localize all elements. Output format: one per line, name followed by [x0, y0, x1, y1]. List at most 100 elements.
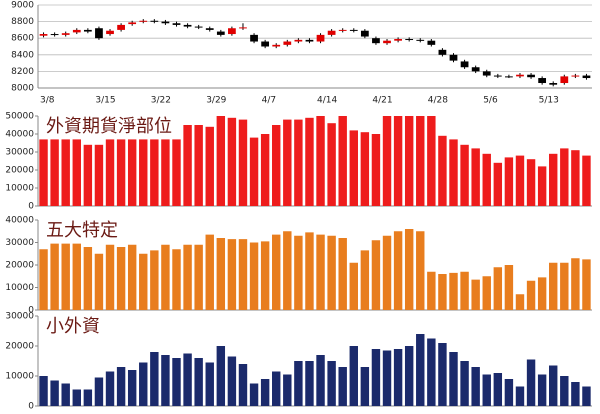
bar: [560, 262, 569, 310]
candle-body: [538, 78, 547, 84]
bar: [272, 371, 281, 406]
bar: [61, 139, 70, 206]
bar: [360, 367, 370, 406]
candle-body: [560, 76, 569, 84]
candle-body: [139, 20, 148, 22]
candle-body: [438, 49, 447, 55]
bar: [493, 373, 503, 406]
candle-body: [516, 74, 524, 77]
bar: [272, 125, 281, 206]
bar: [360, 132, 370, 206]
bar: [283, 374, 292, 406]
bar: [371, 134, 381, 206]
bar: [172, 139, 181, 206]
bar: [449, 272, 458, 310]
bar: [515, 386, 525, 406]
bar: [471, 279, 480, 310]
bar: [327, 235, 336, 310]
bar: [393, 116, 403, 206]
bar: [582, 155, 591, 206]
candle-body: [216, 31, 225, 35]
panel-title: 五大特定: [46, 220, 118, 241]
bar: [172, 249, 181, 310]
bar: [227, 356, 237, 406]
bar: [316, 355, 325, 406]
candle-body: [172, 23, 181, 25]
candle-body: [161, 21, 170, 24]
panel-title: 外資期貨淨部位: [46, 116, 172, 137]
candle-body: [349, 29, 358, 31]
candle-body: [50, 34, 59, 36]
bar: [139, 253, 148, 310]
candle-body: [582, 75, 591, 79]
candle-body: [571, 75, 580, 77]
candle-body: [150, 20, 159, 22]
x-tick-label: 3/22: [151, 96, 171, 106]
bar: [582, 386, 591, 406]
bar: [116, 367, 126, 406]
candle-body: [372, 38, 380, 44]
candle-body: [83, 29, 92, 32]
bar: [327, 361, 336, 406]
bar: [94, 377, 104, 406]
bar: [216, 116, 226, 206]
bar: [338, 116, 347, 206]
y-tick-label: 10000: [5, 372, 34, 382]
candle-body: [471, 67, 480, 72]
y-tick-label: 10000: [5, 283, 34, 293]
bar: [471, 367, 480, 406]
x-tick-label: 3/29: [206, 96, 226, 106]
y-tick-label: 0: [28, 202, 34, 212]
bar: [427, 271, 436, 310]
bar: [504, 157, 514, 206]
x-tick-label: 4/21: [372, 96, 392, 106]
candle-body: [205, 28, 214, 30]
bar: [493, 267, 503, 310]
bar: [127, 244, 137, 310]
bar: [349, 262, 358, 310]
bar: [72, 389, 81, 406]
candle-body: [250, 34, 258, 42]
bar: [460, 361, 469, 406]
bar: [139, 139, 148, 206]
y-tick-label: 30000: [5, 148, 34, 158]
candle-body: [383, 40, 391, 44]
y-tick-label: 8200: [11, 67, 34, 77]
candle-body: [338, 29, 347, 31]
candle-body: [183, 24, 192, 27]
bar: [438, 343, 447, 406]
y-tick-label: 10000: [5, 184, 34, 194]
y-tick-label: 40000: [5, 216, 34, 226]
candle-body: [549, 83, 558, 85]
bar: [183, 125, 192, 206]
bar: [294, 361, 303, 406]
bar: [260, 241, 270, 310]
bar: [416, 116, 425, 206]
candle-body: [106, 30, 114, 35]
y-tick-label: 8800: [11, 17, 34, 27]
candle-body: [39, 34, 48, 36]
x-tick-label: 3/15: [95, 96, 115, 106]
candle-body: [416, 39, 425, 41]
bar: [393, 349, 403, 406]
bar: [61, 383, 70, 406]
x-tick-label: 4/28: [428, 96, 448, 106]
bar: [371, 240, 381, 310]
bar: [216, 238, 226, 310]
bar: [537, 277, 547, 310]
bar: [194, 125, 203, 206]
candle-body: [505, 76, 513, 78]
candle-body: [117, 24, 125, 30]
bar: [39, 249, 48, 310]
bar: [227, 239, 237, 310]
candle-body: [194, 26, 203, 28]
bar: [249, 137, 259, 206]
bar: [549, 153, 558, 206]
bar: [349, 346, 358, 406]
bar: [127, 370, 137, 406]
y-tick-label: 30000: [5, 238, 34, 248]
bar: [161, 139, 170, 206]
bar: [571, 150, 580, 206]
bar: [183, 353, 192, 406]
x-tick-label: 5/13: [539, 96, 559, 106]
